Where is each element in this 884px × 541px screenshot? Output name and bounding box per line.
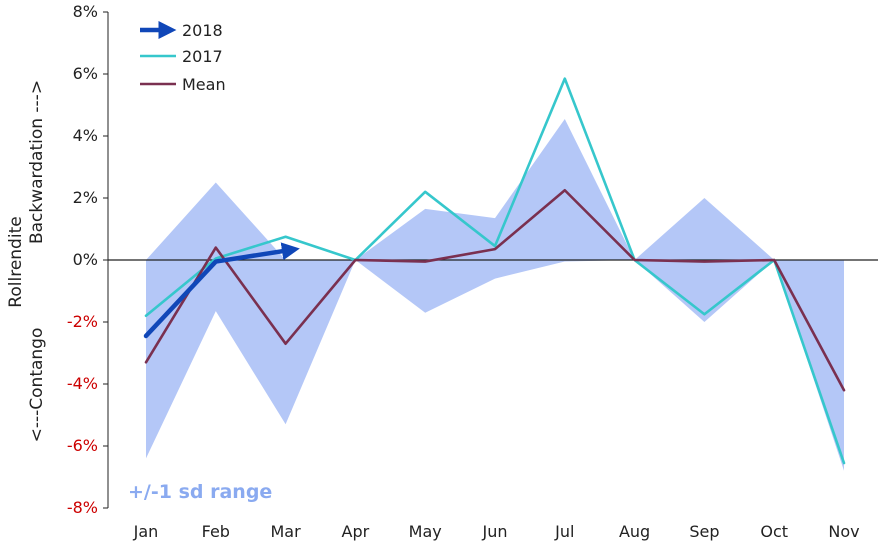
x-tick-label: Jul xyxy=(554,522,574,541)
sd-range-label: +/-1 sd range xyxy=(128,481,272,503)
x-tick-label: Nov xyxy=(828,522,859,541)
x-tick-label: Mar xyxy=(271,522,302,541)
series-2018-arrow xyxy=(143,242,300,339)
y-tick-label: 6% xyxy=(73,64,98,83)
y-axis-label-contango: <---Contango xyxy=(27,328,47,443)
y-tick-label: -2% xyxy=(67,312,98,331)
legend-label-2018: 2018 xyxy=(182,21,223,40)
series-2017-line xyxy=(144,77,846,465)
y-axis-title: Rollrendite xyxy=(6,216,26,307)
x-tick-label: May xyxy=(409,522,442,541)
x-tick-label: Jan xyxy=(133,522,159,541)
y-tick-label: 4% xyxy=(73,126,98,145)
y-tick-label: -8% xyxy=(67,498,98,517)
x-tick-label: Feb xyxy=(202,522,230,541)
plot-area: 8% 6% 4% 2% 0% -2% -4% -6% -8% Jan Feb Mar Apr May Jun… xyxy=(6,2,878,541)
y-tick-label: -6% xyxy=(67,436,98,455)
x-tick-label: Apr xyxy=(342,522,370,541)
sd-range-band xyxy=(146,118,844,471)
legend: 2018 2017 Mean xyxy=(140,21,226,94)
x-tick-label: Oct xyxy=(760,522,788,541)
y-axis-label-backwardation: Backwardation ---> xyxy=(27,80,47,244)
y-tick-label: 0% xyxy=(73,250,98,269)
legend-label-2017: 2017 xyxy=(182,47,223,66)
y-tick-label: 8% xyxy=(73,2,98,21)
y-tick-label: -4% xyxy=(67,374,98,393)
series-mean-line xyxy=(144,188,846,392)
x-tick-label: Jun xyxy=(482,522,508,541)
legend-label-mean: Mean xyxy=(182,75,226,94)
y-tick-label: 2% xyxy=(73,188,98,207)
x-tick-label: Aug xyxy=(619,522,650,541)
x-tick-label: Sep xyxy=(689,522,719,541)
